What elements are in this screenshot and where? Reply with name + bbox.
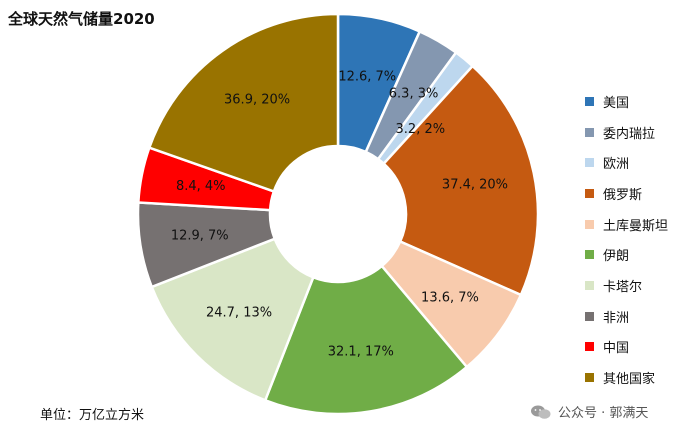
legend-label: 伊朗: [603, 249, 630, 265]
legend-swatch: [585, 158, 594, 168]
legend-swatch: [585, 127, 594, 137]
slice-其他国家: [147, 12, 340, 194]
data-label-美国: 12.6, 7%: [338, 70, 396, 85]
legend-item-欧洲: 欧洲: [585, 147, 668, 178]
legend-item-伊朗: 伊朗: [585, 239, 668, 270]
data-label-欧洲: 3.2, 2%: [396, 122, 446, 137]
legend-item-卡塔尔: 卡塔尔: [585, 270, 668, 301]
legend-label: 欧洲: [603, 157, 630, 173]
legend-item-土库曼斯坦: 土库曼斯坦: [585, 209, 668, 240]
data-label-中国: 8.4, 4%: [176, 179, 226, 194]
legend-label: 委内瑞拉: [603, 126, 656, 142]
legend-item-非洲: 非洲: [585, 301, 668, 332]
legend-label: 美国: [603, 95, 630, 111]
legend-item-委内瑞拉: 委内瑞拉: [585, 117, 668, 148]
wechat-icon: [531, 405, 551, 419]
data-label-卡塔尔: 24.7, 13%: [206, 306, 272, 321]
legend-label: 俄罗斯: [603, 187, 643, 203]
legend-swatch: [585, 219, 594, 229]
watermark-text: 公众号 · 郭满天: [558, 406, 649, 421]
legend-item-美国: 美国: [585, 86, 668, 117]
data-label-俄罗斯: 37.4, 20%: [442, 178, 508, 193]
legend-swatch: [585, 188, 594, 198]
legend-label: 中国: [603, 341, 630, 357]
legend-label: 非洲: [603, 310, 630, 326]
data-label-其他国家: 36.9, 20%: [224, 92, 290, 107]
legend-item-其他国家: 其他国家: [585, 362, 668, 393]
legend-item-俄罗斯: 俄罗斯: [585, 178, 668, 209]
legend-label: 土库曼斯坦: [603, 218, 669, 234]
data-label-委内瑞拉: 6.3, 3%: [389, 86, 439, 101]
slice-卡塔尔: [150, 237, 315, 402]
legend-swatch: [585, 342, 594, 352]
data-label-土库曼斯坦: 13.6, 7%: [421, 291, 479, 306]
slice-俄罗斯: [381, 64, 540, 297]
legend: 美国委内瑞拉欧洲俄罗斯土库曼斯坦伊朗卡塔尔非洲中国其他国家: [585, 86, 668, 393]
legend-swatch: [585, 96, 594, 106]
data-label-伊朗: 32.1, 17%: [328, 345, 394, 360]
legend-label: 其他国家: [603, 372, 656, 388]
data-label-非洲: 12.9, 7%: [171, 229, 229, 244]
legend-swatch: [585, 250, 594, 260]
slice-伊朗: [263, 264, 469, 416]
watermark: 公众号 · 郭满天: [530, 402, 648, 421]
legend-label: 卡塔尔: [603, 279, 643, 295]
unit-label: 单位：万亿立方米: [40, 408, 145, 423]
legend-swatch: [585, 373, 594, 383]
legend-swatch: [585, 280, 594, 290]
chart-title: 全球天然气储量2020: [8, 10, 155, 28]
legend-item-中国: 中国: [585, 332, 668, 363]
legend-swatch: [585, 311, 594, 321]
